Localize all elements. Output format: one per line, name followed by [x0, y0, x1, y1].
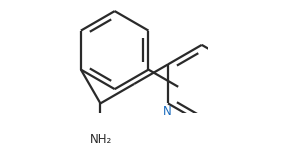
- Text: N: N: [163, 105, 172, 118]
- Text: NH₂: NH₂: [89, 133, 112, 146]
